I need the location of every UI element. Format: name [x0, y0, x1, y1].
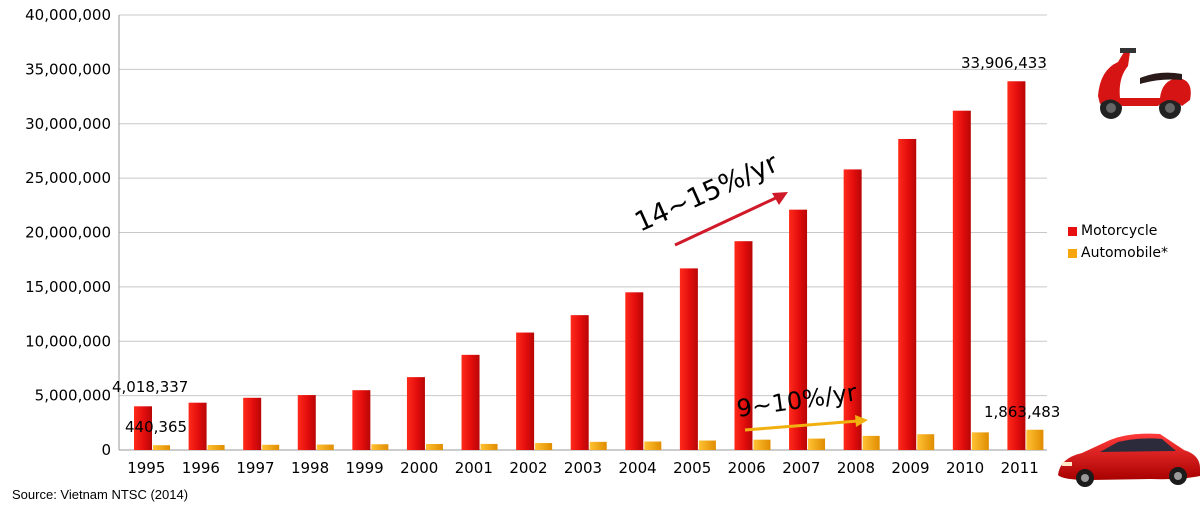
bar-motorcycle-2008	[844, 169, 862, 450]
y-tick-label: 30,000,000	[25, 115, 111, 133]
bar-automobile-2002	[535, 443, 552, 450]
bar-motorcycle-2000	[407, 377, 425, 450]
bar-motorcycle-1997	[243, 398, 261, 450]
bar-automobile-2006	[753, 440, 770, 450]
x-tick-label: 2008	[837, 459, 875, 477]
x-tick-label: 2009	[891, 459, 929, 477]
bar-automobile-2005	[699, 441, 716, 450]
y-tick-label: 5,000,000	[35, 387, 111, 405]
y-tick-label: 15,000,000	[25, 278, 111, 296]
y-tick-label: 20,000,000	[25, 224, 111, 242]
data-label-moto-2011: 33,906,433	[961, 54, 1047, 72]
legend-label-automobile: Automobile*	[1081, 245, 1168, 261]
x-tick-label: 1999	[346, 459, 384, 477]
y-tick-label: 0	[101, 441, 111, 459]
y-tick-label: 10,000,000	[25, 332, 111, 350]
data-label-moto-1995: 4,018,337	[112, 378, 188, 396]
x-tick-label: 2010	[946, 459, 984, 477]
x-tick-label: 2005	[673, 459, 711, 477]
bar-motorcycle-2003	[571, 315, 589, 450]
bar-motorcycle-1998	[298, 395, 316, 450]
y-tick-label: 25,000,000	[25, 169, 111, 187]
bar-automobile-2010	[972, 432, 989, 450]
legend-swatch-automobile	[1068, 249, 1077, 258]
bar-motorcycle-2011	[1007, 81, 1025, 450]
bar-motorcycle-2010	[953, 111, 971, 450]
bar-motorcycle-2009	[898, 139, 916, 450]
x-tick-label: 2006	[728, 459, 766, 477]
x-tick-label: 2004	[618, 459, 656, 477]
bar-automobile-2008	[863, 436, 880, 450]
bar-motorcycle-1999	[352, 390, 370, 450]
y-tick-label: 35,000,000	[25, 60, 111, 78]
x-tick-label: 2011	[1001, 459, 1039, 477]
bar-motorcycle-2004	[625, 292, 643, 450]
bar-automobile-2004	[644, 442, 661, 450]
data-label-auto-1995: 440,365	[125, 418, 187, 436]
bar-motorcycle-2002	[516, 333, 534, 450]
legend-label-motorcycle: Motorcycle	[1081, 223, 1157, 239]
y-axis-ticks: 0 5,000,000 10,000,000 15,000,000 20,000,000…	[25, 6, 111, 459]
bar-automobile-1995	[153, 445, 170, 450]
bar-automobile-2009	[917, 434, 934, 450]
bars	[134, 81, 1043, 450]
motorcycle-growth-annotation: 14~15%/yr	[630, 147, 783, 238]
x-tick-label: 2007	[782, 459, 820, 477]
bar-automobile-1996	[208, 445, 225, 450]
legend-item-automobile: Automobile*	[1068, 242, 1168, 264]
x-tick-label: 2000	[400, 459, 438, 477]
bar-automobile-2003	[590, 442, 607, 450]
legend: Motorcycle Automobile*	[1068, 220, 1168, 264]
x-axis-ticks: 1995 1996 1997 1998 1999 2000 2001 2002 2003 2004…	[127, 459, 1039, 477]
data-label-auto-2011: 1,863,483	[984, 403, 1060, 421]
scooter-image	[1098, 48, 1191, 119]
y-tick-label: 40,000,000	[25, 6, 111, 24]
car-image	[1058, 434, 1200, 487]
bar-motorcycle-1996	[189, 403, 207, 450]
x-tick-label: 2001	[455, 459, 493, 477]
legend-item-motorcycle: Motorcycle	[1068, 220, 1168, 242]
x-tick-label: 1998	[291, 459, 329, 477]
bar-automobile-2001	[481, 444, 498, 450]
bar-automobile-2011	[1026, 430, 1043, 450]
bar-motorcycle-2001	[462, 355, 480, 450]
x-tick-label: 1997	[236, 459, 274, 477]
bar-motorcycle-2005	[680, 268, 698, 450]
x-tick-label: 2003	[564, 459, 602, 477]
bar-automobile-2007	[808, 439, 825, 450]
bar-automobile-1997	[262, 445, 279, 450]
bar-automobile-1998	[317, 445, 334, 450]
bar-automobile-2000	[426, 444, 443, 450]
x-tick-label: 1995	[127, 459, 165, 477]
source-note: Source: Vietnam NTSC (2014)	[12, 487, 188, 502]
bar-automobile-1999	[371, 444, 388, 450]
x-tick-label: 1996	[182, 459, 220, 477]
x-tick-label: 2002	[509, 459, 547, 477]
legend-swatch-motorcycle	[1068, 227, 1077, 236]
